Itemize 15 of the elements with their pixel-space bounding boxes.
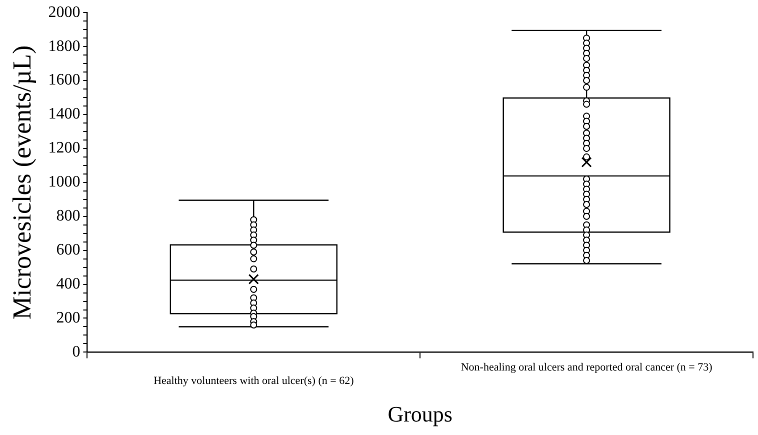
y-tick-label: 2000	[48, 4, 80, 21]
y-tick-label: 600	[56, 242, 80, 259]
y-tick-label: 400	[56, 275, 80, 292]
x-tick-label: Non-healing oral ulcers and reported oral cancer (n = 73)	[460, 362, 713, 374]
y-tick-label: 1600	[48, 72, 80, 89]
y-tick-label: 1200	[48, 140, 80, 157]
y-tick-label: 1400	[48, 106, 80, 123]
x-tick-label: Healthy volunteers with oral ulcer(s) (n = 62)	[154, 374, 354, 387]
y-tick-label: 1800	[48, 38, 80, 55]
x-axis-title: Groups	[388, 402, 452, 427]
y-tick-label: 200	[56, 309, 80, 326]
y-tick-label: 0	[72, 343, 80, 360]
y-tick-label: 1000	[48, 174, 80, 191]
y-tick-label: 800	[56, 208, 80, 225]
y-axis-title: Microvesicles (events/µL)	[7, 45, 36, 320]
